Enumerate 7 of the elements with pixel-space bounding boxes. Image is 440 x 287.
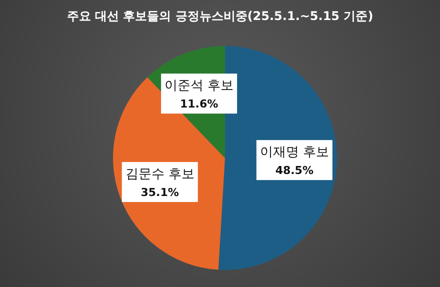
data-label: 48.5% xyxy=(275,164,314,178)
slice-label: 이재명 후보 xyxy=(260,145,329,160)
chart-title: 주요 대선 후보들의 긍정뉴스비중(25.5.1.~5.15 기준) xyxy=(66,8,374,25)
slice-label: 김문수 후보 xyxy=(125,167,194,182)
data-label: 35.1% xyxy=(140,186,179,200)
slice-label: 이준석 후보 xyxy=(164,78,234,94)
data-label: 11.6% xyxy=(180,98,218,111)
